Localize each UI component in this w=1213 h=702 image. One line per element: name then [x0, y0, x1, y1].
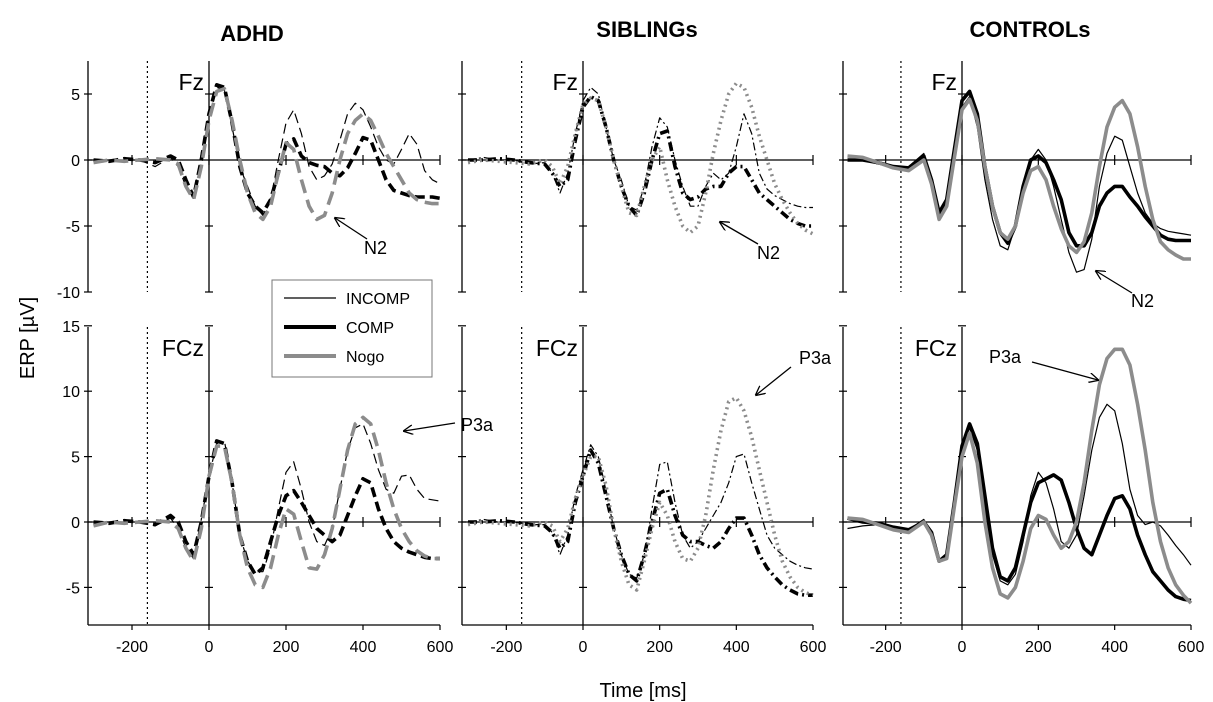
y-tick-label: 10	[62, 384, 80, 401]
electrode-label-fcz: FCz	[536, 335, 578, 361]
x-axis-label: Time [ms]	[599, 680, 686, 702]
y-tick-label: -5	[66, 219, 80, 236]
x-tick-label: 0	[205, 639, 214, 656]
legend-label-incomp: INCOMP	[346, 291, 410, 308]
annotations: N2 N2 N2 P3a P3a P3a	[335, 218, 1154, 435]
x-tick-label: -200	[116, 639, 148, 656]
x-tick-label: -200	[870, 639, 902, 656]
y-tick-label: -10	[57, 285, 80, 302]
x-tick-label: 400	[1101, 639, 1128, 656]
group-title-siblings: SIBLINGs	[596, 17, 697, 42]
y-tick-label: 5	[71, 450, 80, 467]
series-line-comp	[94, 85, 441, 213]
legend-label-nogo: Nogo	[346, 349, 384, 366]
series-line-incomp	[848, 97, 1192, 273]
n2-label-controls: N2	[1131, 291, 1154, 311]
p3a-arrow-adhd	[404, 423, 455, 431]
y-tick-label: -5	[66, 580, 80, 597]
legend: INCOMP COMP Nogo	[272, 280, 432, 377]
panel-siblings-fcz: -200 0 200 400 600 FCz	[458, 326, 826, 656]
series-line-incomp	[468, 87, 813, 210]
x-tick-label: 0	[579, 639, 588, 656]
electrode-label-fz: Fz	[178, 69, 204, 95]
series-line-nogo	[94, 417, 441, 587]
p3a-label-controls: P3a	[989, 347, 1022, 367]
x-tick-label: 0	[958, 639, 967, 656]
n2-label-siblings: N2	[757, 243, 780, 263]
n2-arrow-controls	[1096, 271, 1132, 293]
legend-label-comp: COMP	[346, 320, 394, 337]
p3a-label-adhd: P3a	[461, 415, 494, 435]
series-line-comp	[94, 441, 441, 574]
p3a-arrow-siblings	[756, 367, 791, 395]
y-axis-label: ERP [µV]	[17, 297, 39, 379]
electrode-label-fcz: FCz	[915, 335, 957, 361]
n2-arrow-siblings	[720, 222, 758, 244]
panel-adhd-fz: 5 0 -5 -10 Fz	[57, 61, 440, 302]
y-tick-label: 0	[71, 515, 80, 532]
series-line-nogo	[94, 89, 441, 220]
series-line-nogo	[848, 349, 1192, 603]
series-line-comp	[468, 97, 813, 226]
y-tick-label: 15	[62, 319, 80, 336]
y-tick-label: 5	[71, 87, 80, 104]
group-title-adhd: ADHD	[220, 21, 284, 46]
series-line-nogo	[848, 99, 1192, 259]
n2-label-adhd: N2	[364, 238, 387, 258]
panel-controls-fcz: -200 0 200 400 600 FCz	[839, 326, 1204, 656]
x-tick-label: 600	[800, 639, 827, 656]
p3a-label-siblings: P3a	[799, 348, 832, 368]
x-tick-label: 200	[1025, 639, 1052, 656]
electrode-label-fz: Fz	[552, 69, 578, 95]
x-tick-label: 600	[1178, 639, 1205, 656]
series-line-incomp	[94, 87, 441, 215]
x-tick-label: -200	[490, 639, 522, 656]
x-tick-label: 600	[427, 639, 454, 656]
p3a-arrow-controls	[1032, 362, 1098, 380]
n2-arrow-adhd	[335, 218, 367, 239]
electrode-label-fcz: FCz	[162, 335, 204, 361]
x-tick-label: 200	[273, 639, 300, 656]
x-tick-label: 400	[350, 639, 377, 656]
panel-controls-fz: Fz	[839, 61, 1191, 292]
y-tick-label: 0	[71, 153, 80, 170]
group-title-controls: CONTROLs	[970, 17, 1091, 42]
electrode-label-fz: Fz	[931, 69, 957, 95]
x-tick-label: 200	[646, 639, 673, 656]
series-line-nogo	[468, 83, 813, 234]
x-tick-label: 400	[723, 639, 750, 656]
